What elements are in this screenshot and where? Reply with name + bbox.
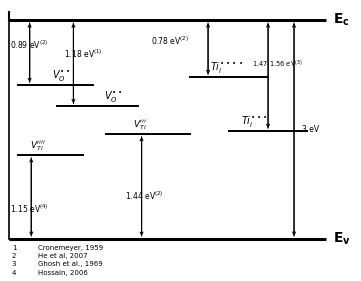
Text: 0.89 eV$^{(2)}$: 0.89 eV$^{(2)}$ xyxy=(10,38,48,51)
Text: Hossain, 2006: Hossain, 2006 xyxy=(38,270,88,276)
Text: $\mathbf{E_c}$: $\mathbf{E_c}$ xyxy=(333,12,350,28)
Text: 1: 1 xyxy=(12,245,16,251)
Text: 3 eV: 3 eV xyxy=(302,125,319,134)
Text: 1.47-1.56 eV$^{(3)}$: 1.47-1.56 eV$^{(3)}$ xyxy=(252,59,303,70)
Text: Cronemeyer, 1959: Cronemeyer, 1959 xyxy=(38,245,103,251)
Text: $Ti_i^{\bullet\bullet\bullet\bullet}$: $Ti_i^{\bullet\bullet\bullet\bullet}$ xyxy=(210,60,244,75)
Text: $\mathbf{E_v}$: $\mathbf{E_v}$ xyxy=(333,231,351,247)
Text: 4: 4 xyxy=(12,270,16,276)
Text: He et al, 2007: He et al, 2007 xyxy=(38,253,87,259)
Text: 2: 2 xyxy=(12,253,16,259)
Text: 1.18 eV$^{(1)}$: 1.18 eV$^{(1)}$ xyxy=(64,48,102,60)
Text: 3: 3 xyxy=(12,261,16,268)
Text: 1.44 eV$^{(2)}$: 1.44 eV$^{(2)}$ xyxy=(125,190,164,202)
Text: $V_O^{\bullet\bullet}$: $V_O^{\bullet\bullet}$ xyxy=(104,89,122,104)
Text: 1.15 eV$^{(4)}$: 1.15 eV$^{(4)}$ xyxy=(10,203,49,215)
Text: $V_O^{\bullet\bullet}$: $V_O^{\bullet\bullet}$ xyxy=(52,68,70,83)
Text: $Ti_i^{\bullet\bullet\bullet}$: $Ti_i^{\bullet\bullet\bullet}$ xyxy=(242,114,269,129)
Text: $V_{Ti}^{\prime\prime\prime}$: $V_{Ti}^{\prime\prime\prime}$ xyxy=(134,118,147,132)
Text: 0.78 eV$^{(2)}$: 0.78 eV$^{(2)}$ xyxy=(151,35,189,47)
Text: Ghosh et al., 1969: Ghosh et al., 1969 xyxy=(38,261,103,268)
Text: $V_{Ti}^{\prime\prime\prime\prime}$: $V_{Ti}^{\prime\prime\prime\prime}$ xyxy=(30,139,45,153)
